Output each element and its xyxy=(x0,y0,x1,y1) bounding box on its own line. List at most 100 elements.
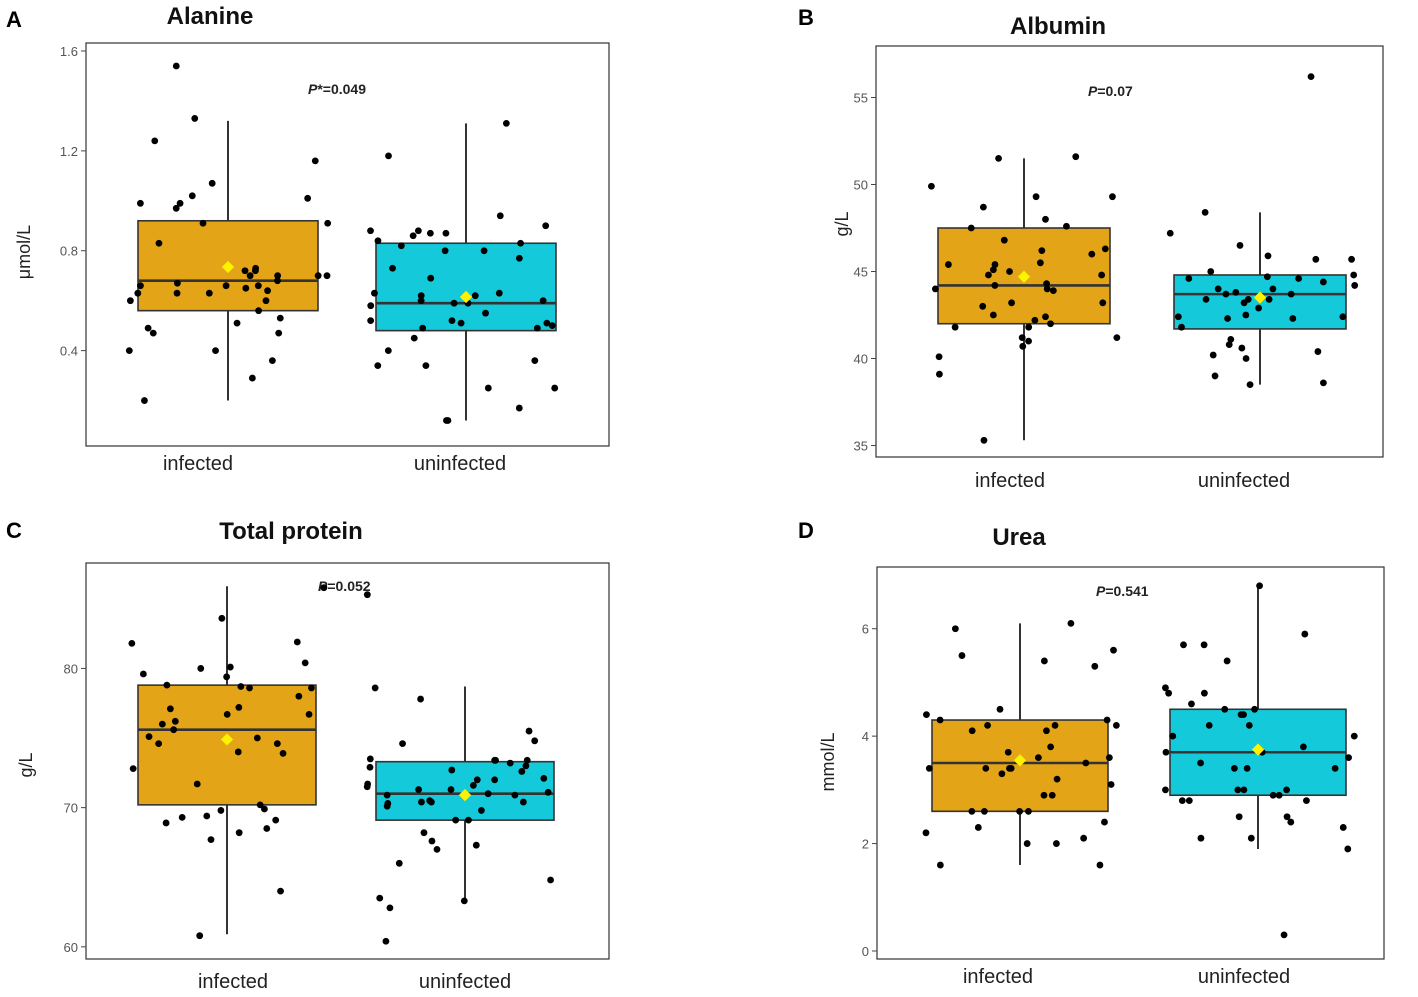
y-tick-label: 0 xyxy=(862,944,869,959)
data-point xyxy=(1222,290,1230,298)
data-point xyxy=(991,261,999,268)
box xyxy=(375,242,557,332)
data-point xyxy=(998,770,1006,778)
data-point xyxy=(170,726,178,734)
data-point xyxy=(1188,700,1195,708)
data-point xyxy=(469,781,477,789)
data-point xyxy=(1223,657,1231,665)
data-point xyxy=(548,322,556,330)
data-point xyxy=(448,317,456,325)
panel-letter: B xyxy=(798,5,814,30)
data-point xyxy=(551,384,559,392)
data-point xyxy=(511,791,519,799)
data-point xyxy=(1320,379,1327,387)
data-point xyxy=(1162,684,1169,692)
data-point xyxy=(223,710,231,718)
data-point xyxy=(273,740,281,748)
data-point xyxy=(304,194,312,202)
data-point xyxy=(418,798,425,806)
mean-marker xyxy=(1017,270,1031,284)
data-point xyxy=(1202,295,1210,303)
data-point xyxy=(1110,646,1117,654)
data-point xyxy=(305,710,313,718)
data-point xyxy=(371,684,379,692)
data-point xyxy=(171,717,179,725)
data-point xyxy=(1221,705,1229,713)
data-point xyxy=(417,292,425,300)
data-point xyxy=(1227,335,1235,343)
data-point xyxy=(935,353,943,361)
y-tick-label: 0.8 xyxy=(60,244,78,259)
data-point xyxy=(382,937,390,945)
data-point xyxy=(254,282,262,290)
data-point xyxy=(1242,355,1250,362)
data-point xyxy=(1162,786,1169,794)
y-tick-label: 4 xyxy=(862,729,869,744)
data-point xyxy=(1098,271,1106,279)
y-tick-label: 6 xyxy=(862,622,869,637)
data-point xyxy=(1348,255,1355,263)
data-point xyxy=(519,798,527,806)
data-point xyxy=(1234,786,1242,794)
data-point xyxy=(1096,861,1104,869)
data-point xyxy=(218,614,226,622)
data-point xyxy=(1209,351,1217,359)
data-point xyxy=(176,199,184,207)
data-point xyxy=(248,374,256,382)
data-point xyxy=(274,277,281,285)
data-point xyxy=(1091,662,1099,670)
data-point xyxy=(1031,316,1039,324)
y-axis-label: μmol/L xyxy=(14,225,34,279)
data-point xyxy=(126,297,134,305)
data-point xyxy=(277,887,284,895)
mean-marker xyxy=(1013,753,1027,767)
data-point xyxy=(158,720,166,728)
data-point xyxy=(540,774,548,782)
data-point xyxy=(448,766,456,774)
data-point xyxy=(523,756,531,764)
data-point xyxy=(1289,315,1297,322)
data-point xyxy=(442,229,450,237)
data-point xyxy=(544,788,552,796)
data-point xyxy=(1236,242,1244,249)
data-point xyxy=(1345,754,1352,762)
data-point xyxy=(263,825,271,832)
group-infected: infected xyxy=(928,153,1121,492)
data-point xyxy=(447,786,455,793)
data-point xyxy=(433,845,441,853)
y-tick-label: 1.6 xyxy=(60,44,78,59)
data-point xyxy=(256,801,264,809)
data-point xyxy=(543,319,551,327)
data-point xyxy=(172,62,180,70)
data-point xyxy=(1263,273,1271,281)
data-point xyxy=(1165,689,1173,697)
data-point xyxy=(129,765,137,773)
panel-letter: D xyxy=(798,518,814,543)
data-point xyxy=(1109,193,1116,201)
mean-marker xyxy=(459,290,473,304)
data-point xyxy=(323,272,331,280)
data-point xyxy=(1197,834,1205,842)
data-point xyxy=(984,722,991,729)
data-point xyxy=(1174,313,1182,321)
data-point xyxy=(1255,304,1263,312)
data-point xyxy=(1185,275,1193,282)
data-point xyxy=(995,155,1002,162)
panel-letter: A xyxy=(6,7,22,32)
data-point xyxy=(1178,323,1185,331)
data-point xyxy=(515,404,523,412)
data-point xyxy=(1295,275,1303,282)
data-point xyxy=(276,314,284,322)
data-point xyxy=(395,859,403,867)
data-point xyxy=(506,759,514,767)
data-point xyxy=(482,309,489,317)
p-value-letter: P xyxy=(1096,583,1106,599)
data-point xyxy=(155,239,163,247)
data-point xyxy=(426,797,434,805)
data-point xyxy=(1350,732,1358,740)
data-point xyxy=(414,227,422,235)
data-point xyxy=(1042,215,1049,223)
data-point xyxy=(450,299,458,307)
data-point xyxy=(417,297,425,305)
